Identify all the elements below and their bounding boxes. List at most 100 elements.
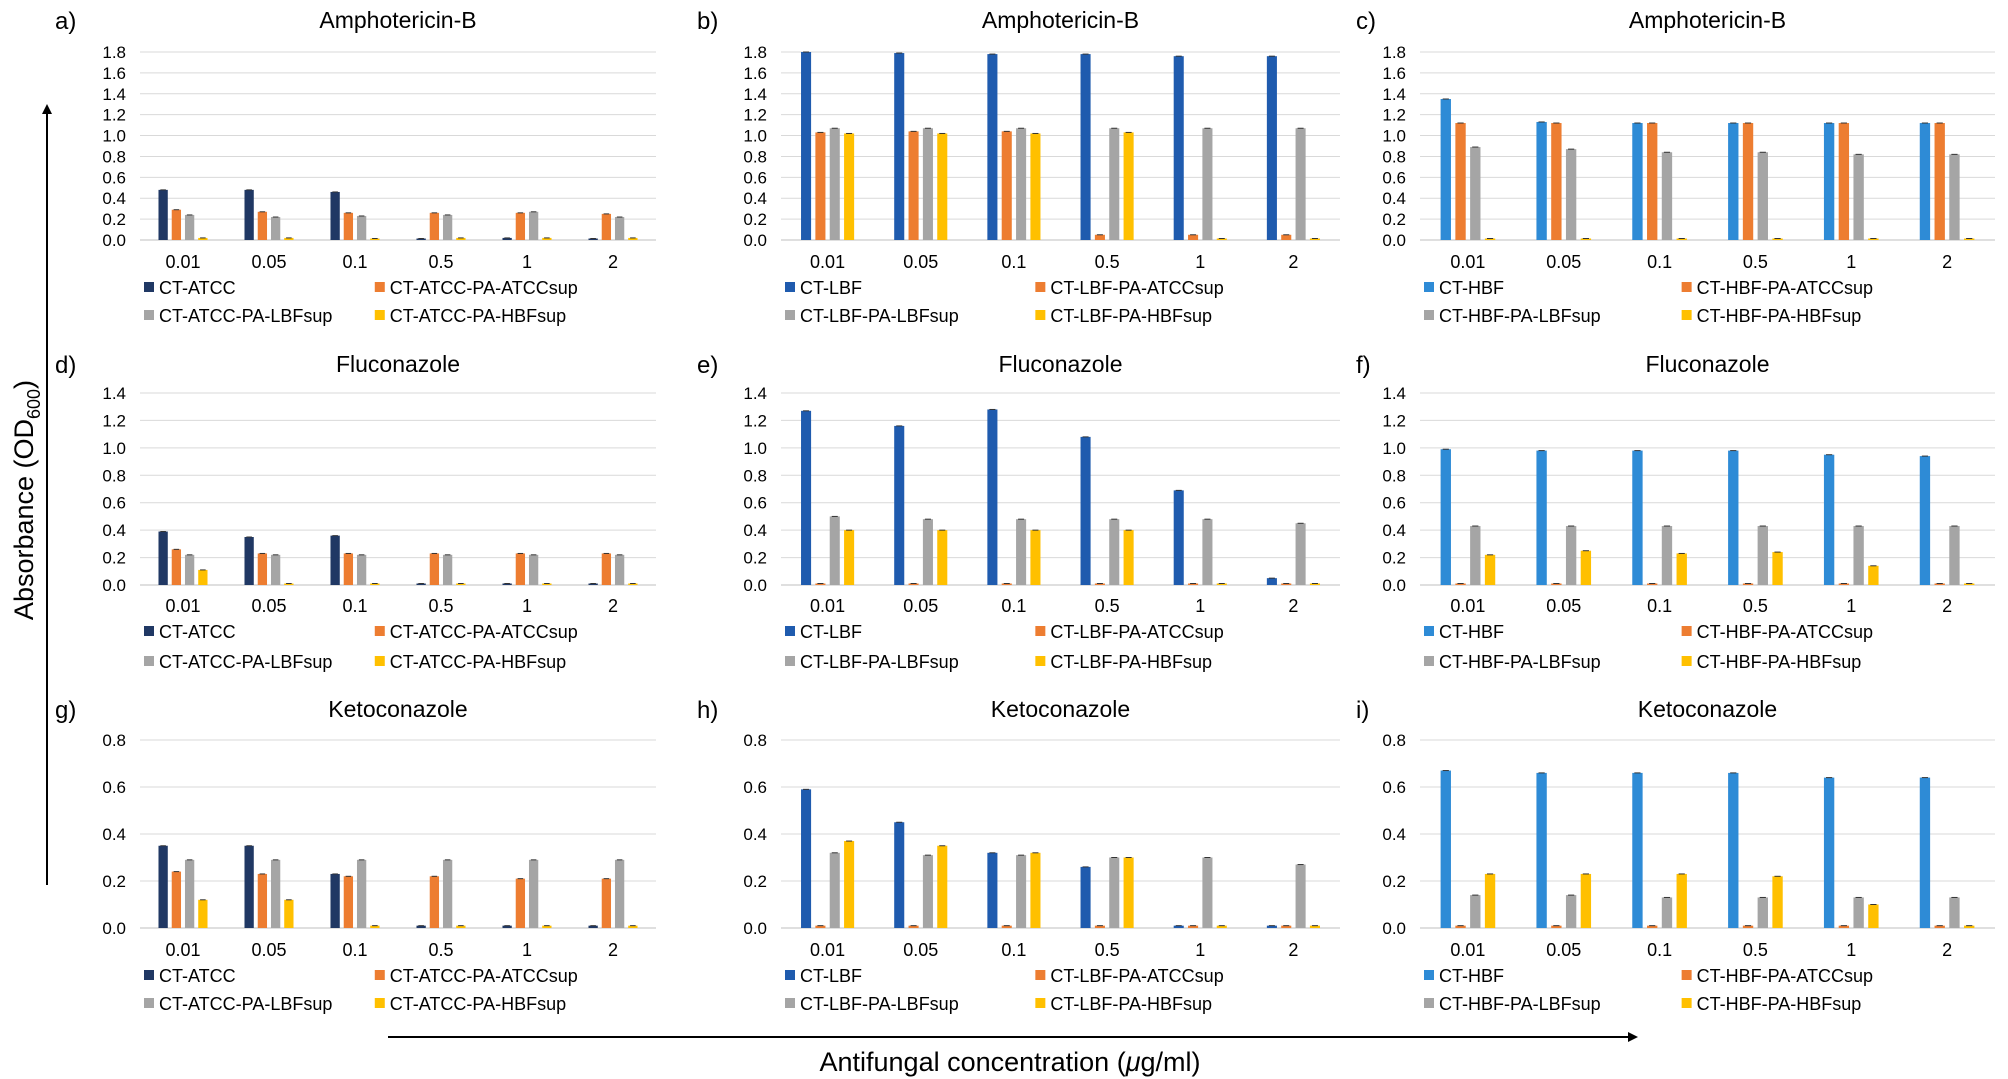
bar-ct-atcc-pa-hbfsup bbox=[628, 583, 638, 585]
bar-ct-atcc-pa-lbfsup bbox=[356, 859, 367, 928]
x-category-label: 0.1 bbox=[342, 940, 367, 960]
y-tick-label: 1.6 bbox=[743, 64, 767, 83]
bar-ct-lbf-pa-lbfsup bbox=[1295, 523, 1306, 585]
bar-ct-lbf-pa-lbfsup bbox=[829, 516, 840, 585]
bar-ct-lbf-pa-hbfsup bbox=[1216, 583, 1227, 585]
bar-ct-atcc-pa-lbfsup bbox=[270, 217, 281, 240]
x-category-label: 0.5 bbox=[1095, 252, 1120, 272]
bar-ct-lbf bbox=[1080, 54, 1091, 240]
bar-ct-lbf-pa-atccsup bbox=[815, 925, 826, 928]
panel-label: d) bbox=[55, 352, 76, 379]
bar-ct-hbf-pa-hbfsup bbox=[1772, 238, 1783, 240]
x-category-label: 0.01 bbox=[810, 596, 845, 616]
y-tick-label: 1.0 bbox=[1382, 439, 1406, 458]
y-tick-label: 0.6 bbox=[743, 494, 767, 513]
x-axis-label-unit: g/ml) bbox=[1141, 1047, 1201, 1077]
legend-swatch bbox=[1035, 626, 1046, 636]
legend-swatch bbox=[144, 310, 154, 320]
x-category-label: 0.5 bbox=[1095, 596, 1120, 616]
bar-ct-atcc-pa-hbfsup bbox=[456, 583, 466, 585]
bar-ct-hbf-pa-atccsup bbox=[1742, 123, 1754, 240]
chart-title: Amphotericin-B bbox=[982, 7, 1139, 33]
x-category-label: 1 bbox=[1195, 596, 1205, 616]
bar-ct-hbf bbox=[1823, 777, 1835, 928]
legend-swatch bbox=[785, 310, 795, 320]
bar-ct-hbf-pa-lbfsup bbox=[1949, 526, 1960, 585]
legend-entry: CT-ATCC-PA-HBFsup bbox=[390, 652, 566, 672]
bar-ct-atcc-pa-atccsup bbox=[429, 212, 440, 240]
bar-ct-lbf-pa-lbfsup bbox=[1202, 519, 1213, 585]
bar-ct-atcc-pa-hbfsup bbox=[370, 583, 380, 585]
bar-ct-hbf-pa-hbfsup bbox=[1484, 873, 1496, 928]
bar-ct-lbf-pa-atccsup bbox=[815, 132, 826, 240]
bar-ct-atcc-pa-lbfsup bbox=[442, 214, 453, 240]
bar-ct-hbf bbox=[1536, 772, 1547, 928]
panel-label: h) bbox=[697, 697, 718, 724]
bar-ct-atcc-pa-lbfsup bbox=[528, 859, 539, 928]
chart-title: Fluconazole bbox=[1645, 351, 1769, 377]
bar-ct-lbf-pa-hbfsup bbox=[937, 530, 948, 585]
legend-entry: CT-ATCC bbox=[159, 966, 236, 986]
x-category-label: 2 bbox=[1942, 940, 1952, 960]
bar-ct-hbf-pa-atccsup bbox=[1838, 123, 1850, 240]
bar-ct-lbf bbox=[987, 409, 998, 585]
bar-ct-atcc bbox=[330, 191, 340, 240]
y-tick-label: 0.6 bbox=[102, 168, 126, 187]
y-tick-label: 0.4 bbox=[102, 825, 126, 844]
bar-ct-atcc-pa-hbfsup bbox=[542, 237, 552, 240]
bar-ct-atcc-pa-atccsup bbox=[257, 873, 268, 928]
legend-entry: CT-LBF-PA-LBFsup bbox=[800, 994, 959, 1014]
x-category-label: 0.05 bbox=[251, 940, 286, 960]
bar-ct-atcc bbox=[244, 537, 254, 585]
x-category-label: 1 bbox=[1195, 940, 1205, 960]
y-tick-label: 0.6 bbox=[1382, 168, 1406, 187]
bar-ct-lbf-pa-lbfsup bbox=[1016, 855, 1027, 928]
bar-ct-atcc-pa-atccsup bbox=[515, 878, 526, 928]
bar-ct-atcc bbox=[158, 189, 168, 240]
y-axis-label-close: ) bbox=[9, 380, 39, 389]
panels-layer: a) Amphotericin-B0.00.20.40.60.81.01.21.4… bbox=[55, 7, 1995, 1014]
bar-ct-lbf-pa-lbfsup bbox=[1202, 128, 1213, 240]
chart-panel-h: h) Ketoconazole 0.0 0.2 0.4 0.6 0.8 0.01 0.05 0.1… bbox=[697, 696, 1340, 1014]
x-category-label: 0.5 bbox=[1743, 252, 1768, 272]
legend-entry: CT-LBF-PA-LBFsup bbox=[800, 306, 959, 326]
legend-entry: CT-HBF-PA-HBFsup bbox=[1697, 652, 1862, 672]
legend-swatch bbox=[1681, 970, 1692, 980]
x-category-label: 1 bbox=[522, 252, 532, 272]
bar-ct-atcc-pa-atccsup bbox=[171, 871, 182, 928]
bar-ct-atcc-pa-hbfsup bbox=[456, 925, 466, 928]
bar-ct-hbf-pa-atccsup bbox=[1455, 925, 1466, 928]
bar-ct-lbf-pa-hbfsup bbox=[1309, 925, 1320, 928]
legend-swatch bbox=[785, 626, 795, 636]
legend-entry: CT-ATCC-PA-LBFsup bbox=[159, 994, 332, 1014]
x-category-label: 0.05 bbox=[903, 940, 938, 960]
y-tick-label: 0.8 bbox=[102, 147, 126, 166]
bar-ct-hbf bbox=[1728, 123, 1739, 240]
legend-entry: CT-ATCC-PA-LBFsup bbox=[159, 652, 332, 672]
legend-entry: CT-HBF bbox=[1439, 622, 1504, 642]
chart-title: Ketoconazole bbox=[1638, 696, 1777, 722]
bar-ct-hbf bbox=[1632, 450, 1643, 585]
bar-ct-lbf-pa-atccsup bbox=[1188, 234, 1199, 240]
bar-ct-lbf-pa-hbfsup bbox=[1123, 530, 1134, 585]
bar-ct-atcc-pa-lbfsup bbox=[442, 859, 453, 928]
bar-ct-atcc bbox=[158, 531, 168, 585]
chart-panel-c: c) Amphotericin-B 0.0 0.2 0.4 0.6 0.81.0 1.2 1.4… bbox=[1356, 7, 1995, 326]
y-tick-label: 0.0 bbox=[1382, 919, 1406, 938]
bar-ct-hbf-pa-lbfsup bbox=[1661, 897, 1673, 928]
legend-swatch bbox=[144, 970, 154, 980]
bar-ct-lbf-pa-hbfsup bbox=[1216, 925, 1227, 928]
bar-ct-lbf bbox=[801, 789, 812, 928]
legend-swatch bbox=[1681, 656, 1692, 666]
bar-ct-atcc-pa-hbfsup bbox=[542, 583, 552, 585]
y-tick-label: 1.2 bbox=[102, 106, 126, 125]
bar-ct-atcc-pa-atccsup bbox=[343, 876, 354, 928]
bar-ct-lbf bbox=[1080, 436, 1091, 585]
bar-ct-hbf-pa-lbfsup bbox=[1565, 526, 1577, 585]
bar-ct-hbf bbox=[1632, 123, 1643, 240]
y-tick-label: 0.2 bbox=[1382, 210, 1406, 229]
bar-ct-hbf-pa-atccsup bbox=[1742, 583, 1754, 585]
legend-swatch bbox=[1424, 310, 1434, 320]
bar-ct-atcc bbox=[244, 845, 254, 928]
